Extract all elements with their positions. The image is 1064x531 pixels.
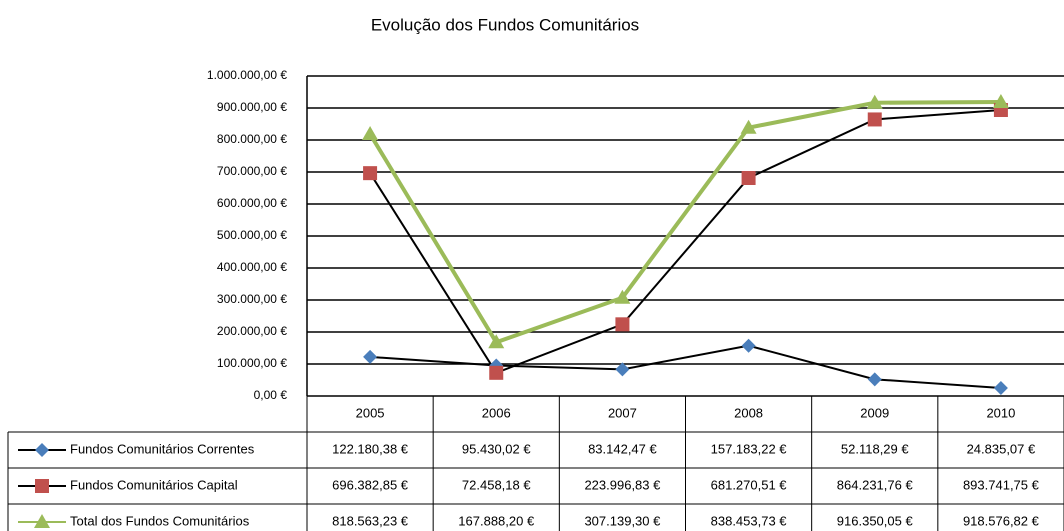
legend-label: Total dos Fundos Comunitários [70,513,250,528]
y-tick-label: 700.000,00 € [217,164,287,178]
marker [362,126,379,141]
series-line [370,344,1001,390]
marker [992,94,1009,109]
marker [615,362,630,377]
table-value: 893.741,75 € [963,477,1040,492]
table-value: 681.270,51 € [711,477,788,492]
marker [363,166,378,181]
y-tick-label: 800.000,00 € [217,132,287,146]
marker [35,479,49,493]
x-tick-label: 2006 [482,405,511,420]
table-value: 864.231,76 € [837,477,914,492]
table-value: 818.563,23 € [332,513,409,528]
table-value: 52.118,29 € [841,441,909,456]
table-value: 122.180,38 € [332,441,409,456]
marker [741,338,756,353]
marker [363,349,378,364]
y-tick-label: 300.000,00 € [217,292,287,306]
y-tick-label: 100.000,00 € [217,356,287,370]
marker [614,289,631,304]
table-value: 307.139,30 € [584,513,661,528]
marker [866,94,883,109]
table-value: 167.888,20 € [458,513,535,528]
legend-label: Fundos Comunitários Correntes [70,441,255,456]
series-line [368,100,1001,345]
marker [615,317,630,332]
marker [740,119,757,134]
marker [488,334,505,349]
table-value: 838.453,73 € [711,513,788,528]
y-tick-label: 0,00 € [254,388,288,402]
table-value: 72.458,18 € [462,477,531,492]
legend-label: Fundos Comunitários Capital [70,477,238,492]
y-tick-label: 500.000,00 € [217,228,287,242]
table-value: 95.430,02 € [462,441,531,456]
marker [741,170,756,185]
table-value: 24.835,07 € [967,441,1036,456]
table-value: 157.183,22 € [711,441,788,456]
x-tick-label: 2008 [734,405,763,420]
y-tick-label: 600.000,00 € [217,196,287,210]
table-value: 918.576,82 € [963,513,1040,528]
marker [993,381,1008,396]
y-tick-label: 1.000.000,00 € [207,68,287,82]
y-tick-label: 400.000,00 € [217,260,287,274]
x-tick-label: 2007 [608,405,637,420]
y-tick-label: 900.000,00 € [217,100,287,114]
table-value: 916.350,05 € [837,513,914,528]
table-value: 83.142,47 € [588,441,657,456]
x-tick-label: 2009 [860,405,889,420]
marker [34,514,50,528]
x-tick-label: 2010 [986,405,1015,420]
marker [867,112,882,127]
marker [867,372,882,387]
marker [35,443,49,457]
table-value: 223.996,83 € [584,477,661,492]
table-value: 696.382,85 € [332,477,409,492]
series-line [369,109,1001,375]
marker [489,365,504,380]
chart-title: Evolução dos Fundos Comunitários [371,15,639,34]
x-tick-label: 2005 [356,405,385,420]
y-tick-label: 200.000,00 € [217,324,287,338]
